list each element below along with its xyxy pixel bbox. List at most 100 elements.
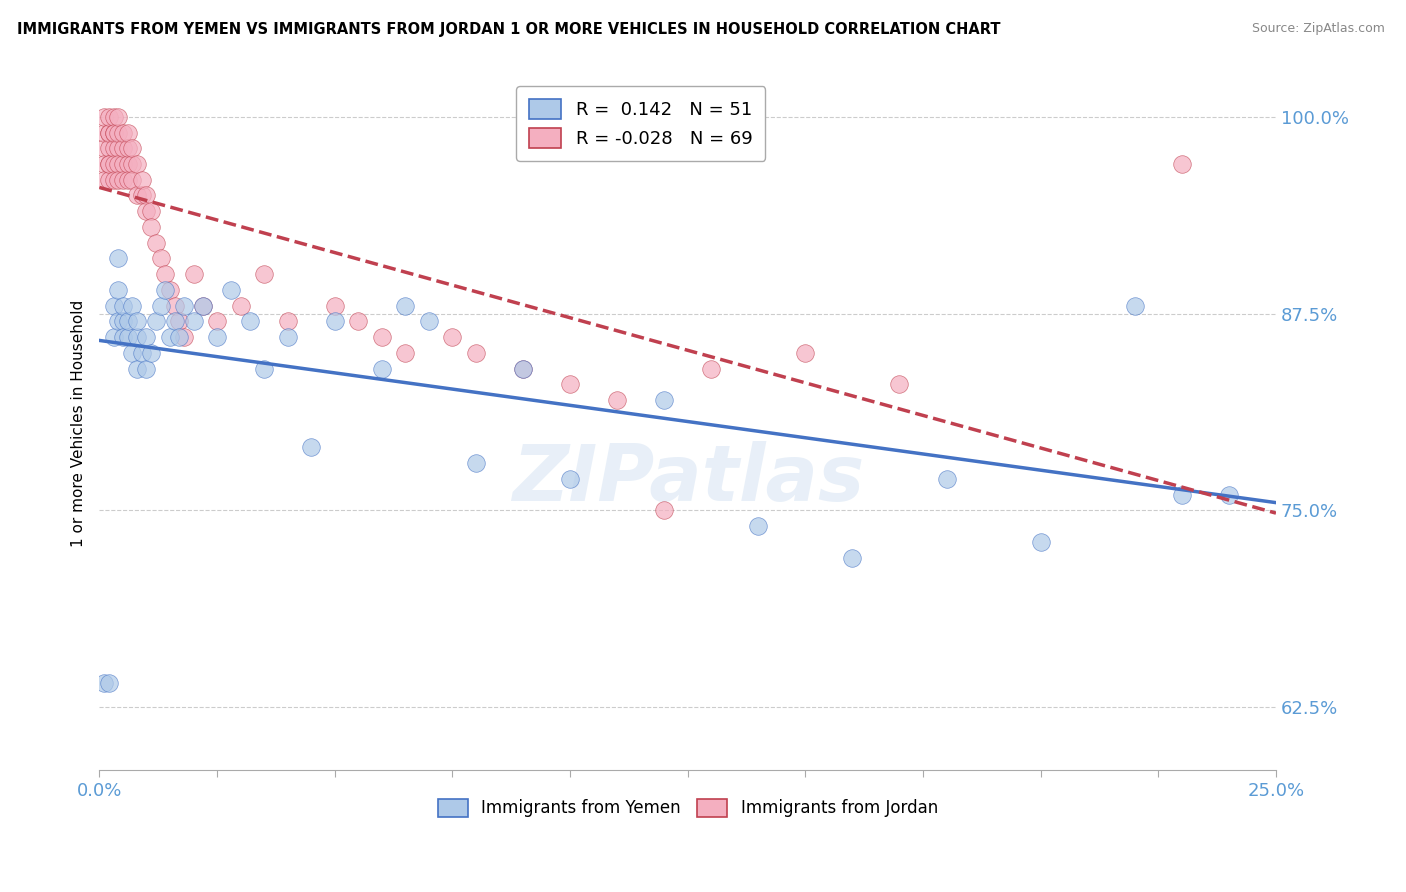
Point — [841, 550, 863, 565]
Point — [229, 299, 252, 313]
Text: ZIPatlas: ZIPatlas — [512, 442, 863, 517]
Point — [93, 173, 115, 187]
Point — [935, 472, 957, 486]
Point — [103, 173, 125, 187]
Point — [93, 676, 115, 690]
Point — [149, 252, 172, 266]
Point — [169, 314, 191, 328]
Point — [103, 330, 125, 344]
Point — [131, 346, 153, 360]
Point — [205, 314, 228, 328]
Point — [183, 267, 205, 281]
Point — [418, 314, 440, 328]
Point — [103, 299, 125, 313]
Point — [107, 126, 129, 140]
Point — [277, 314, 299, 328]
Point — [97, 676, 120, 690]
Point — [347, 314, 370, 328]
Point — [111, 314, 134, 328]
Point — [163, 314, 186, 328]
Point — [111, 126, 134, 140]
Point — [652, 393, 675, 408]
Point — [107, 141, 129, 155]
Point — [111, 173, 134, 187]
Point — [191, 299, 214, 313]
Point — [93, 126, 115, 140]
Point — [103, 126, 125, 140]
Point — [97, 110, 120, 124]
Point — [121, 141, 143, 155]
Point — [131, 173, 153, 187]
Point — [135, 361, 157, 376]
Point — [121, 173, 143, 187]
Point — [111, 157, 134, 171]
Point — [183, 314, 205, 328]
Point — [1171, 157, 1194, 171]
Point — [169, 330, 191, 344]
Text: Source: ZipAtlas.com: Source: ZipAtlas.com — [1251, 22, 1385, 36]
Point — [155, 283, 177, 297]
Point — [125, 157, 148, 171]
Point — [889, 377, 911, 392]
Y-axis label: 1 or more Vehicles in Household: 1 or more Vehicles in Household — [72, 300, 86, 548]
Point — [159, 283, 181, 297]
Point — [558, 472, 581, 486]
Point — [121, 299, 143, 313]
Point — [145, 314, 167, 328]
Point — [93, 157, 115, 171]
Point — [117, 141, 139, 155]
Point — [107, 314, 129, 328]
Point — [97, 157, 120, 171]
Point — [103, 126, 125, 140]
Point — [253, 361, 276, 376]
Legend: Immigrants from Yemen, Immigrants from Jordan: Immigrants from Yemen, Immigrants from J… — [430, 792, 945, 824]
Point — [163, 299, 186, 313]
Point — [135, 204, 157, 219]
Point — [173, 299, 195, 313]
Point — [97, 157, 120, 171]
Point — [117, 330, 139, 344]
Point — [141, 346, 163, 360]
Point — [141, 204, 163, 219]
Point — [111, 330, 134, 344]
Point — [97, 126, 120, 140]
Point — [1029, 534, 1052, 549]
Point — [93, 110, 115, 124]
Point — [299, 440, 322, 454]
Point — [371, 330, 394, 344]
Point — [125, 188, 148, 202]
Point — [371, 361, 394, 376]
Point — [441, 330, 464, 344]
Point — [219, 283, 242, 297]
Point — [117, 314, 139, 328]
Point — [394, 346, 416, 360]
Point — [121, 346, 143, 360]
Point — [97, 126, 120, 140]
Point — [191, 299, 214, 313]
Point — [205, 330, 228, 344]
Point — [135, 330, 157, 344]
Point — [323, 314, 346, 328]
Point — [558, 377, 581, 392]
Point — [464, 346, 486, 360]
Point — [107, 173, 129, 187]
Point — [700, 361, 723, 376]
Point — [652, 503, 675, 517]
Point — [277, 330, 299, 344]
Point — [512, 361, 534, 376]
Point — [117, 157, 139, 171]
Point — [125, 361, 148, 376]
Point — [125, 330, 148, 344]
Point — [394, 299, 416, 313]
Point — [173, 330, 195, 344]
Point — [159, 330, 181, 344]
Point — [107, 252, 129, 266]
Point — [117, 173, 139, 187]
Point — [103, 110, 125, 124]
Point — [103, 141, 125, 155]
Point — [117, 126, 139, 140]
Point — [253, 267, 276, 281]
Point — [747, 519, 769, 533]
Point — [512, 361, 534, 376]
Point — [323, 299, 346, 313]
